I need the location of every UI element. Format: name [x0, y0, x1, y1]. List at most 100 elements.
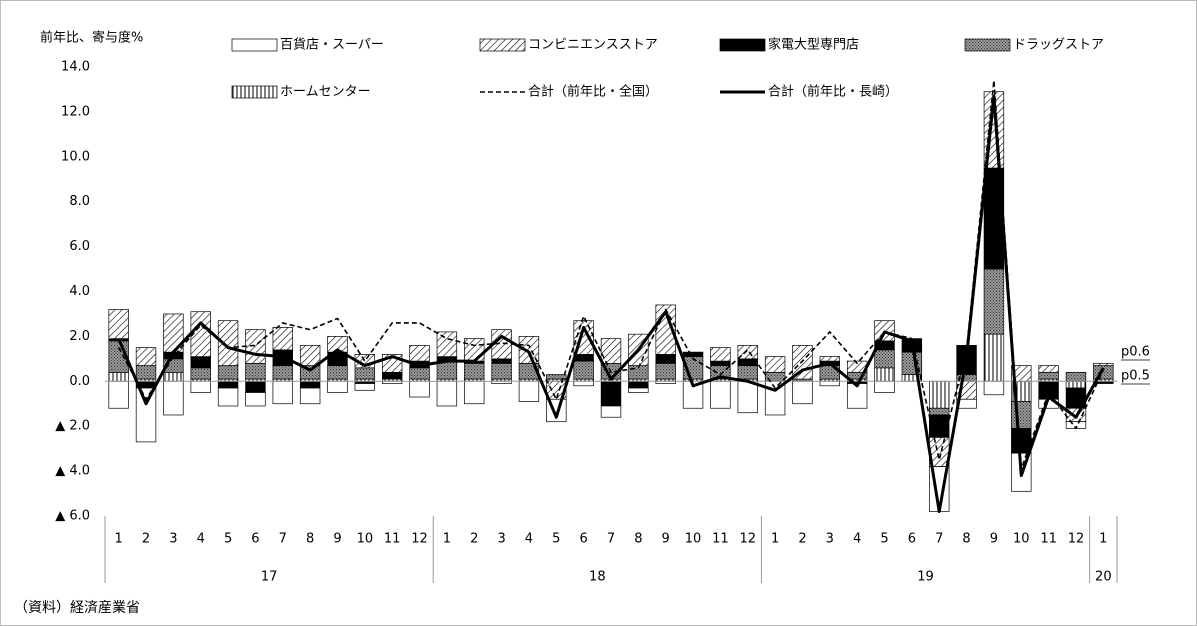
x-tick-label: 12: [411, 532, 428, 547]
bar-segment: [217, 320, 239, 366]
legend-swatch: [231, 85, 278, 99]
bar-segment: [409, 380, 430, 398]
year-label: 19: [917, 570, 934, 585]
bar-segment: [628, 387, 649, 393]
bar-segment: [710, 347, 731, 362]
bar-segment: [1065, 380, 1087, 389]
line-series: [117, 79, 1105, 470]
bar-segment: [819, 380, 841, 387]
bar-segment: [217, 380, 239, 389]
bar-segment: [764, 371, 786, 382]
bar-segment: [245, 329, 266, 364]
x-tick-label: 1: [115, 532, 123, 547]
bar-segment: [491, 362, 512, 380]
bar-segment: [135, 347, 157, 366]
bar-segment: [710, 360, 731, 366]
bar-segment: [190, 367, 211, 380]
bar-segment: [1093, 365, 1114, 380]
x-tick-label: 11: [384, 532, 401, 547]
legend-label: 家電大型専門店: [768, 37, 859, 53]
x-tick-label: 8: [634, 532, 642, 547]
bar-segment: [600, 338, 622, 364]
line-series: [117, 94, 1105, 514]
bar-segment: [409, 345, 430, 362]
bar-segment: [628, 380, 649, 389]
x-tick-label: 1: [771, 532, 779, 547]
y-tick-label: ▲ 4.0: [55, 464, 90, 479]
x-tick-label: 3: [169, 532, 177, 547]
year-label: 17: [261, 570, 278, 585]
bar-segment: [491, 358, 512, 364]
bar-segment: [792, 380, 813, 405]
x-tick-label: 6: [251, 532, 259, 547]
bar-segment: [682, 351, 704, 357]
bar-segment: [819, 356, 841, 362]
bar-segment: [245, 362, 266, 380]
bar-segment: [245, 380, 266, 393]
y-axis-label: 前年比、寄与度%: [40, 30, 143, 46]
legend-label: 合計（前年比・長崎）: [768, 84, 898, 100]
bar-segment: [710, 380, 731, 409]
y-tick-label: 14.0: [61, 60, 90, 75]
x-tick-label: 6: [580, 532, 588, 547]
y-tick-label: ▲ 6.0: [55, 509, 90, 524]
year-label: 20: [1095, 570, 1112, 585]
x-tick-label: 7: [935, 532, 943, 547]
bar-segment: [299, 345, 321, 366]
x-tick-label: 8: [306, 532, 314, 547]
bar-segment: [573, 380, 594, 387]
bar-segment: [737, 380, 758, 414]
legend-label: ドラッグストア: [1013, 38, 1104, 53]
x-tick-label: 12: [1068, 532, 1085, 547]
bar-segment: [983, 333, 1005, 382]
bar-segment: [929, 380, 950, 409]
bar-segment: [217, 387, 239, 407]
bar-segment: [764, 356, 786, 373]
bar-segment: [272, 327, 293, 351]
bar-segment: [600, 380, 622, 407]
bar-segment: [299, 380, 321, 389]
bar-segment: [518, 380, 540, 402]
x-tick-label: 1: [443, 532, 451, 547]
legend-label: 合計（前年比・全国）: [528, 84, 658, 100]
source: （資料）経済産業省: [14, 600, 140, 616]
bar-segment: [190, 380, 211, 393]
bar-segment: [737, 365, 758, 380]
bar-segment: [1038, 365, 1059, 373]
bar-segment: [163, 380, 184, 416]
bar-segment: [381, 371, 403, 380]
bar-segment: [874, 380, 895, 393]
x-tick-label: 4: [525, 532, 533, 547]
bar-segment: [655, 362, 676, 380]
legend-swatch: [231, 38, 278, 52]
bar-segment: [436, 331, 458, 357]
bar-segment: [354, 383, 376, 391]
bar-segment: [600, 405, 622, 418]
y-tick-label: ▲ 2.0: [55, 419, 90, 434]
bar-segment: [190, 356, 211, 369]
x-tick-label: 9: [662, 532, 670, 547]
bar-segment: [327, 336, 348, 353]
x-tick-label: 10: [685, 532, 702, 547]
bar-segment: [983, 268, 1005, 335]
bar-segment: [464, 362, 485, 380]
x-tick-label: 4: [197, 532, 205, 547]
bar-segment: [546, 374, 567, 380]
bar-segment: [354, 367, 376, 380]
bar-segment: [436, 360, 458, 380]
x-tick-label: 3: [826, 532, 834, 547]
bar-segment: [299, 387, 321, 405]
y-tick-label: 0.0: [69, 374, 90, 389]
x-tick-label: 1: [1099, 532, 1107, 547]
x-tick-label: 4: [853, 532, 861, 547]
bar-segment: [327, 380, 348, 393]
x-tick-label: 11: [712, 532, 729, 547]
x-tick-label: 6: [908, 532, 916, 547]
bar-segment: [655, 354, 676, 364]
bar-segment: [464, 380, 485, 405]
annotation: p0.6: [1121, 345, 1150, 360]
annotation: p0.5: [1121, 369, 1150, 384]
x-tick-label: 8: [962, 532, 970, 547]
x-tick-label: 5: [552, 532, 560, 547]
